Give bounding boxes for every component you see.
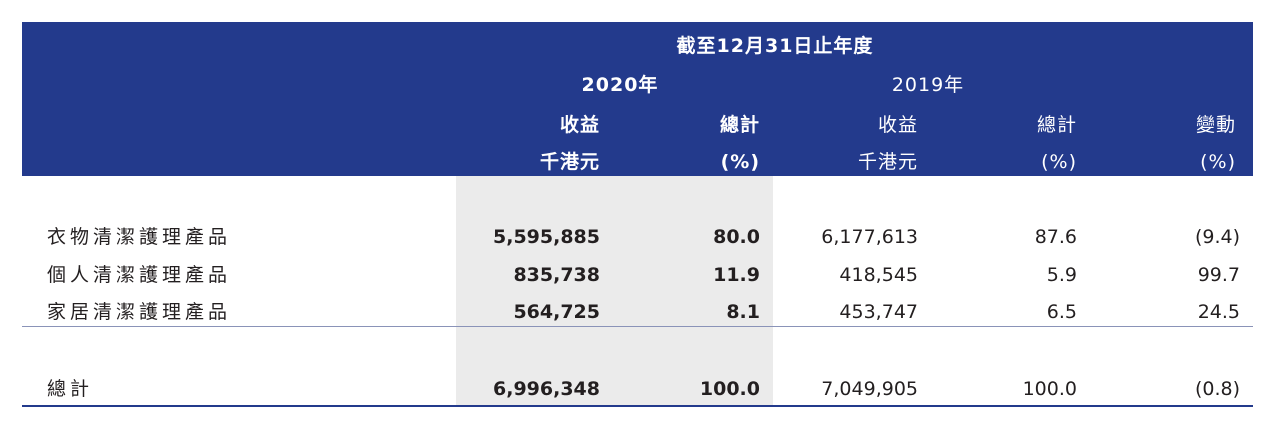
year-2019-heading: 2019年 [891,74,965,96]
revenue-2020: 564,725 [513,301,600,323]
col-revenue-2019: 收益 [877,114,918,136]
revenue-2019: 418,545 [839,264,918,286]
col-total-2020: 總計 [719,114,760,136]
percent-2019: 6.5 [1046,301,1077,323]
row-label: 個人清潔護理產品 [47,264,232,286]
total-revenue-2019: 7,049,905 [821,378,918,400]
total-percent-2019: 100.0 [1022,378,1077,400]
row-label: 家居清潔護理產品 [47,301,232,323]
percent-2020: 8.1 [726,301,760,323]
col-total-2019: 總計 [1036,114,1077,136]
row-label: 衣物清潔護理產品 [47,226,232,248]
current-year-highlight [456,176,773,406]
percent-2020: 80.0 [713,226,760,248]
percent-2020: 11.9 [713,264,760,286]
percent-2019: 87.6 [1034,226,1077,248]
change-percent: 24.5 [1197,301,1240,323]
total-label: 總計 [47,378,94,400]
col-revenue-2020: 收益 [559,114,600,136]
total-change-percent: (0.8) [1194,378,1240,400]
revenue-2020: 5,595,885 [493,226,600,248]
col-change: 變動 [1195,114,1236,136]
table-header [22,22,1253,176]
year-2020-heading: 2020年 [581,74,659,96]
change-percent: 99.7 [1197,264,1240,286]
unit-change: (%) [1200,151,1236,173]
period-heading: 截至12月31日止年度 [676,35,874,57]
unit-revenue-2019: 千港元 [857,151,918,173]
unit-total-2020: (%) [720,151,760,173]
total-percent-2020: 100.0 [699,378,760,400]
revenue-2019: 6,177,613 [821,226,918,248]
percent-2019: 5.9 [1046,264,1077,286]
table-bottom-rule [22,405,1253,407]
row-divider [22,326,1253,327]
change-percent: (9.4) [1194,226,1240,248]
unit-total-2019: (%) [1041,151,1077,173]
revenue-2020: 835,738 [513,264,600,286]
total-revenue-2020: 6,996,348 [493,378,600,400]
revenue-2019: 453,747 [839,301,918,323]
unit-revenue-2020: 千港元 [539,151,600,173]
